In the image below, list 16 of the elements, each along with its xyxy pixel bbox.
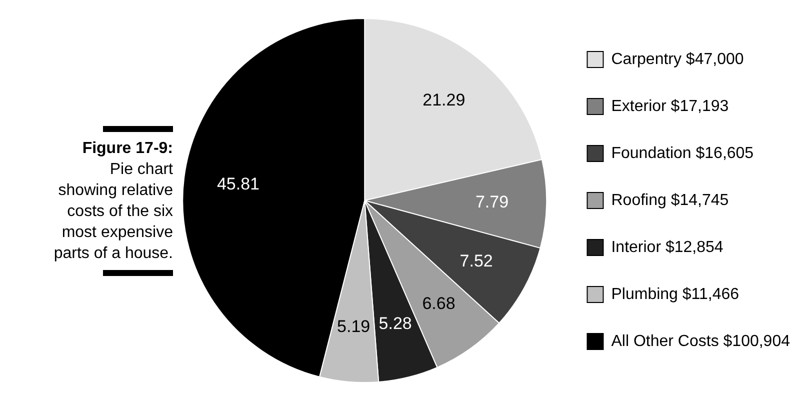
legend-label: Interior $12,854 (611, 238, 724, 256)
text: Pie chart showing relative costs of the six most expensive parts of a house. (53, 160, 173, 264)
text: Figure 17-9: (81, 138, 173, 158)
legend-label: All Other Costs $100,904 (611, 332, 790, 350)
data-label: 7.79 (475, 192, 509, 212)
legend-label: Plumbing $11,466 (611, 286, 740, 303)
data-label: 6.68 (422, 294, 456, 313)
data-label: 7.52 (460, 251, 493, 270)
data-label: 21.29 (422, 90, 466, 110)
data-label: 5.28 (378, 314, 412, 333)
legend-label: Carpentry $47,000 (611, 50, 744, 68)
legend-label: Exterior $17,193 (611, 98, 729, 115)
data-label: 45.81 (216, 174, 260, 194)
legend-label: Foundation $16,605 (611, 144, 754, 162)
legend-label: Roofing $14,745 (611, 192, 729, 209)
data-label: 5.19 (337, 317, 370, 336)
